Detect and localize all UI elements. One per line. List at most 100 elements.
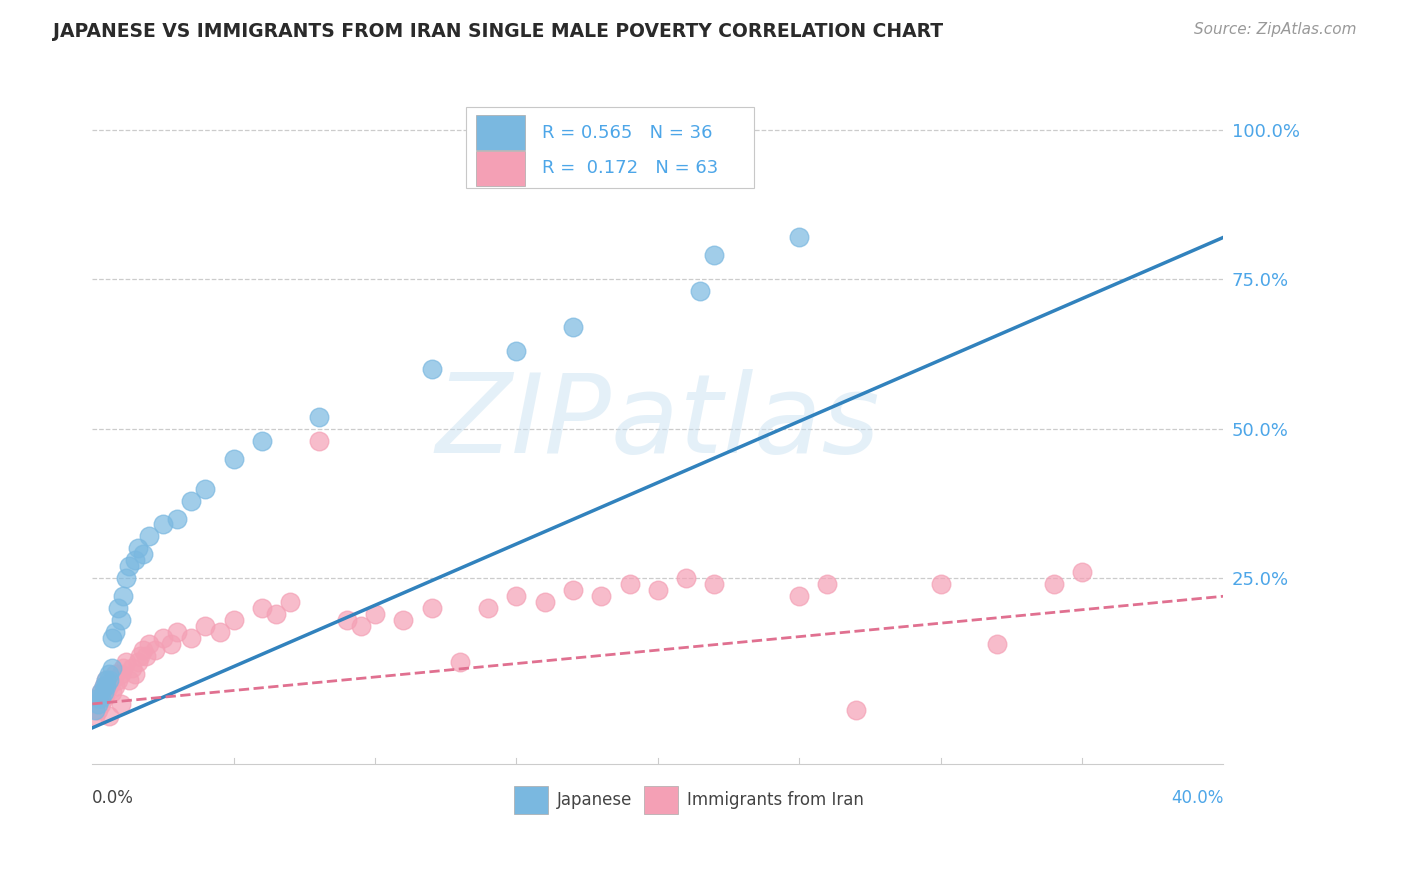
Point [96, 673, 118, 687]
Text: Japanese: Japanese [557, 791, 633, 809]
Point [208, 625, 231, 640]
Point [96, 679, 118, 693]
Point [278, 595, 301, 609]
Point [986, 637, 1008, 651]
Point [127, 541, 149, 556]
Point [619, 577, 641, 591]
Point [132, 643, 155, 657]
Point [110, 613, 132, 627]
Point [124, 553, 146, 567]
Point [533, 595, 555, 609]
Point [98, 679, 121, 693]
Text: R = 0.565   N = 36: R = 0.565 N = 36 [543, 124, 713, 142]
Point [135, 649, 157, 664]
Text: Immigrants from Iran: Immigrants from Iran [688, 791, 865, 809]
Point [104, 625, 127, 640]
Text: Source: ZipAtlas.com: Source: ZipAtlas.com [1194, 22, 1357, 37]
Point [93, 679, 115, 693]
FancyBboxPatch shape [475, 115, 526, 150]
Point [84, 697, 107, 711]
Point [127, 655, 149, 669]
Point [104, 667, 127, 681]
Point [336, 613, 359, 627]
Point [166, 625, 188, 640]
Point [90, 685, 112, 699]
Point [107, 601, 129, 615]
Point [250, 601, 273, 615]
Point [647, 583, 669, 598]
Point [505, 344, 527, 359]
Point [364, 607, 387, 622]
Point [477, 601, 499, 615]
Point [420, 362, 443, 376]
Point [96, 673, 118, 687]
Point [110, 697, 132, 711]
Point [90, 685, 112, 699]
Text: JAPANESE VS IMMIGRANTS FROM IRAN SINGLE MALE POVERTY CORRELATION CHART: JAPANESE VS IMMIGRANTS FROM IRAN SINGLE … [53, 22, 943, 41]
Point [160, 637, 183, 651]
Point [787, 230, 810, 244]
Point [93, 685, 115, 699]
Point [104, 679, 127, 693]
Point [90, 690, 112, 705]
Point [264, 607, 287, 622]
Point [84, 709, 107, 723]
Point [194, 482, 217, 496]
Text: 40.0%: 40.0% [1171, 789, 1223, 807]
Point [166, 511, 188, 525]
Point [138, 529, 160, 543]
Text: ZIPatlas: ZIPatlas [436, 369, 880, 476]
Point [96, 685, 118, 699]
Point [101, 673, 124, 687]
FancyBboxPatch shape [515, 786, 548, 814]
Point [112, 589, 135, 603]
Point [129, 649, 152, 664]
FancyBboxPatch shape [475, 151, 526, 186]
Point [308, 434, 330, 448]
Point [115, 655, 138, 669]
Point [152, 631, 174, 645]
Point [101, 685, 124, 699]
Text: R =  0.172   N = 63: R = 0.172 N = 63 [543, 159, 718, 178]
Point [98, 709, 121, 723]
Point [121, 661, 143, 675]
Point [87, 703, 110, 717]
Point [93, 679, 115, 693]
Point [138, 637, 160, 651]
FancyBboxPatch shape [465, 107, 754, 187]
Point [1070, 566, 1092, 580]
Point [101, 631, 124, 645]
Point [392, 613, 415, 627]
Point [308, 409, 330, 424]
Point [101, 661, 124, 675]
Point [420, 601, 443, 615]
Point [350, 619, 373, 633]
Point [505, 589, 527, 603]
Point [180, 631, 202, 645]
Point [124, 667, 146, 681]
Point [90, 697, 112, 711]
Point [1042, 577, 1064, 591]
Point [112, 661, 135, 675]
Point [87, 690, 110, 705]
Point [591, 589, 613, 603]
FancyBboxPatch shape [644, 786, 678, 814]
Point [87, 697, 110, 711]
Text: 0.0%: 0.0% [93, 789, 134, 807]
Point [87, 690, 110, 705]
Point [929, 577, 952, 591]
Point [703, 248, 725, 262]
Point [118, 559, 141, 574]
Point [93, 690, 115, 705]
Point [152, 517, 174, 532]
Point [562, 583, 585, 598]
Point [107, 673, 129, 687]
Point [143, 643, 166, 657]
Point [84, 703, 107, 717]
Point [250, 434, 273, 448]
Point [180, 493, 202, 508]
Point [845, 703, 868, 717]
Point [222, 451, 245, 466]
Point [222, 613, 245, 627]
Point [787, 589, 810, 603]
